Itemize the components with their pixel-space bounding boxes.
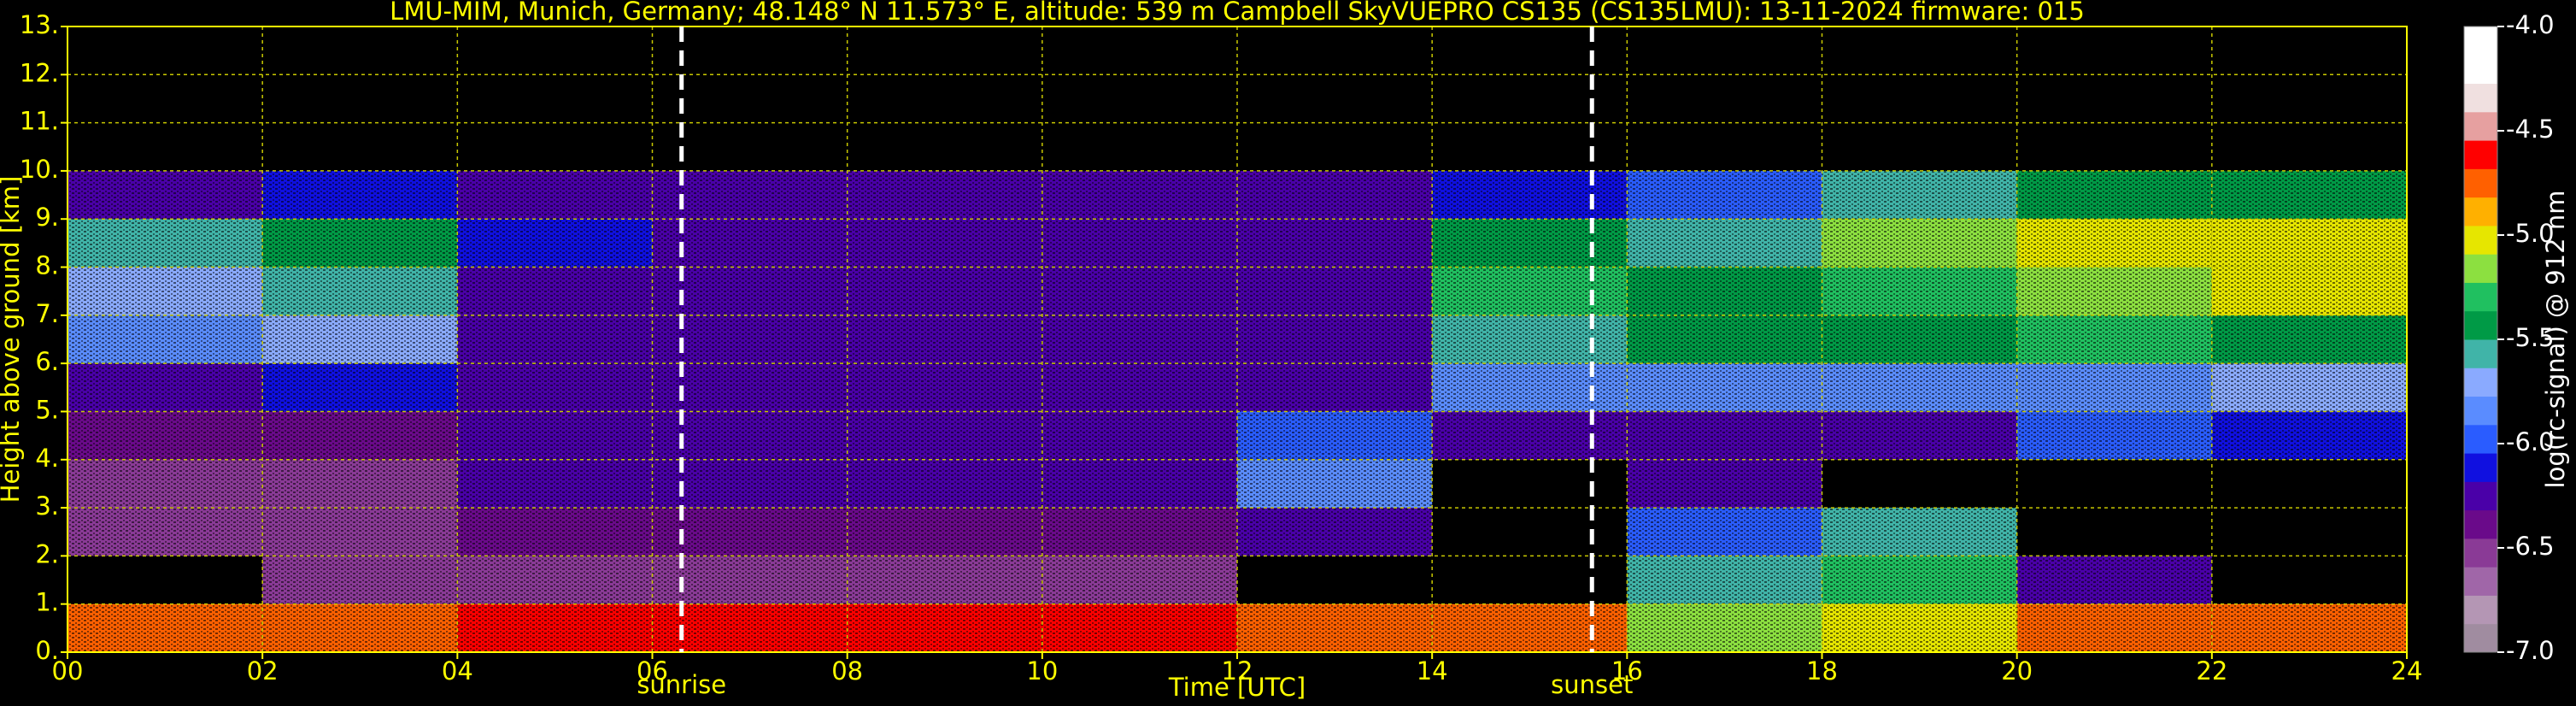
- x-tick-label: 08: [831, 656, 863, 685]
- plot-frame: [67, 26, 2408, 653]
- colorbar-tick-label: -4.0: [2506, 10, 2555, 39]
- y-tick-label: 1.: [35, 588, 59, 617]
- x-tick-label: 06: [637, 656, 668, 685]
- x-tick-label: 14: [1417, 656, 1448, 685]
- x-tick-label: 20: [2001, 656, 2033, 685]
- colorbar-swatch: [2464, 140, 2497, 169]
- colorbar-swatch: [2464, 254, 2497, 283]
- colorbar-swatch: [2464, 396, 2497, 426]
- x-tick-label: 12: [1222, 656, 1253, 685]
- colorbar-swatch: [2464, 623, 2497, 653]
- colorbar-swatch: [2464, 595, 2497, 625]
- y-tick-label: 5.: [35, 395, 59, 424]
- colorbar-swatch: [2464, 368, 2497, 397]
- colorbar-tick-label: -6.0: [2506, 427, 2555, 456]
- y-tick-label: 12.: [20, 58, 59, 87]
- x-tick-label: 22: [2196, 656, 2227, 685]
- x-tick-label: 10: [1026, 656, 1058, 685]
- x-tick-label: 24: [2391, 656, 2423, 685]
- annotation-label: sunrise: [637, 670, 726, 699]
- colorbar-tick-label: -7.0: [2506, 636, 2555, 665]
- y-tick-label: 7.: [35, 299, 59, 328]
- annotation-label: sunset: [1551, 670, 1633, 699]
- colorbar-swatch: [2464, 481, 2497, 511]
- colorbar-tick-label: -5.5: [2506, 323, 2555, 352]
- colorbar-label: log(rc-signal) @ 912 nm: [2541, 191, 2570, 489]
- y-tick-label: 8.: [35, 251, 59, 280]
- colorbar-tick-label: -5.0: [2506, 219, 2555, 248]
- y-tick-label: 13.: [20, 10, 59, 39]
- x-tick-label: 16: [1611, 656, 1643, 685]
- y-tick-label: 0.: [35, 636, 59, 665]
- x-axis-label: Time [UTC]: [1168, 673, 1306, 702]
- colorbar-swatch: [2464, 453, 2497, 482]
- colorbar-swatch: [2464, 339, 2497, 368]
- colorbar-tick-label: -6.5: [2506, 532, 2555, 561]
- x-tick-label: 02: [247, 656, 279, 685]
- colorbar-swatch: [2464, 168, 2497, 198]
- y-tick-label: 10.: [20, 155, 59, 184]
- y-tick-label: 6.: [35, 347, 59, 376]
- texture: [67, 26, 2407, 652]
- y-tick-label: 9.: [35, 203, 59, 232]
- colorbar-swatch: [2464, 509, 2497, 539]
- colorbar-swatch: [2464, 197, 2497, 227]
- y-tick-label: 3.: [35, 491, 59, 521]
- y-tick-label: 2.: [35, 539, 59, 568]
- colorbar-swatch: [2464, 225, 2497, 255]
- colorbar-tick-label: -4.5: [2506, 115, 2555, 144]
- x-tick-label: 00: [52, 656, 84, 685]
- y-axis-label: Height above ground [km]: [0, 176, 25, 503]
- chart-title: LMU-MIM, Munich, Germany; 48.148° N 11.5…: [390, 0, 2085, 26]
- colorbar-swatch: [2464, 55, 2497, 85]
- x-tick-label: 04: [442, 656, 473, 685]
- colorbar-swatch: [2464, 26, 2497, 56]
- x-tick-label: 18: [1806, 656, 1838, 685]
- colorbar-swatch: [2464, 282, 2497, 312]
- colorbar-swatch: [2464, 111, 2497, 141]
- colorbar-swatch: [2464, 538, 2497, 568]
- colorbar-swatch: [2464, 310, 2497, 340]
- colorbar-swatch: [2464, 83, 2497, 113]
- y-tick-label: 4.: [35, 444, 59, 473]
- y-tick-label: 11.: [20, 107, 59, 136]
- colorbar-swatch: [2464, 424, 2497, 454]
- colorbar-swatch: [2464, 567, 2497, 596]
